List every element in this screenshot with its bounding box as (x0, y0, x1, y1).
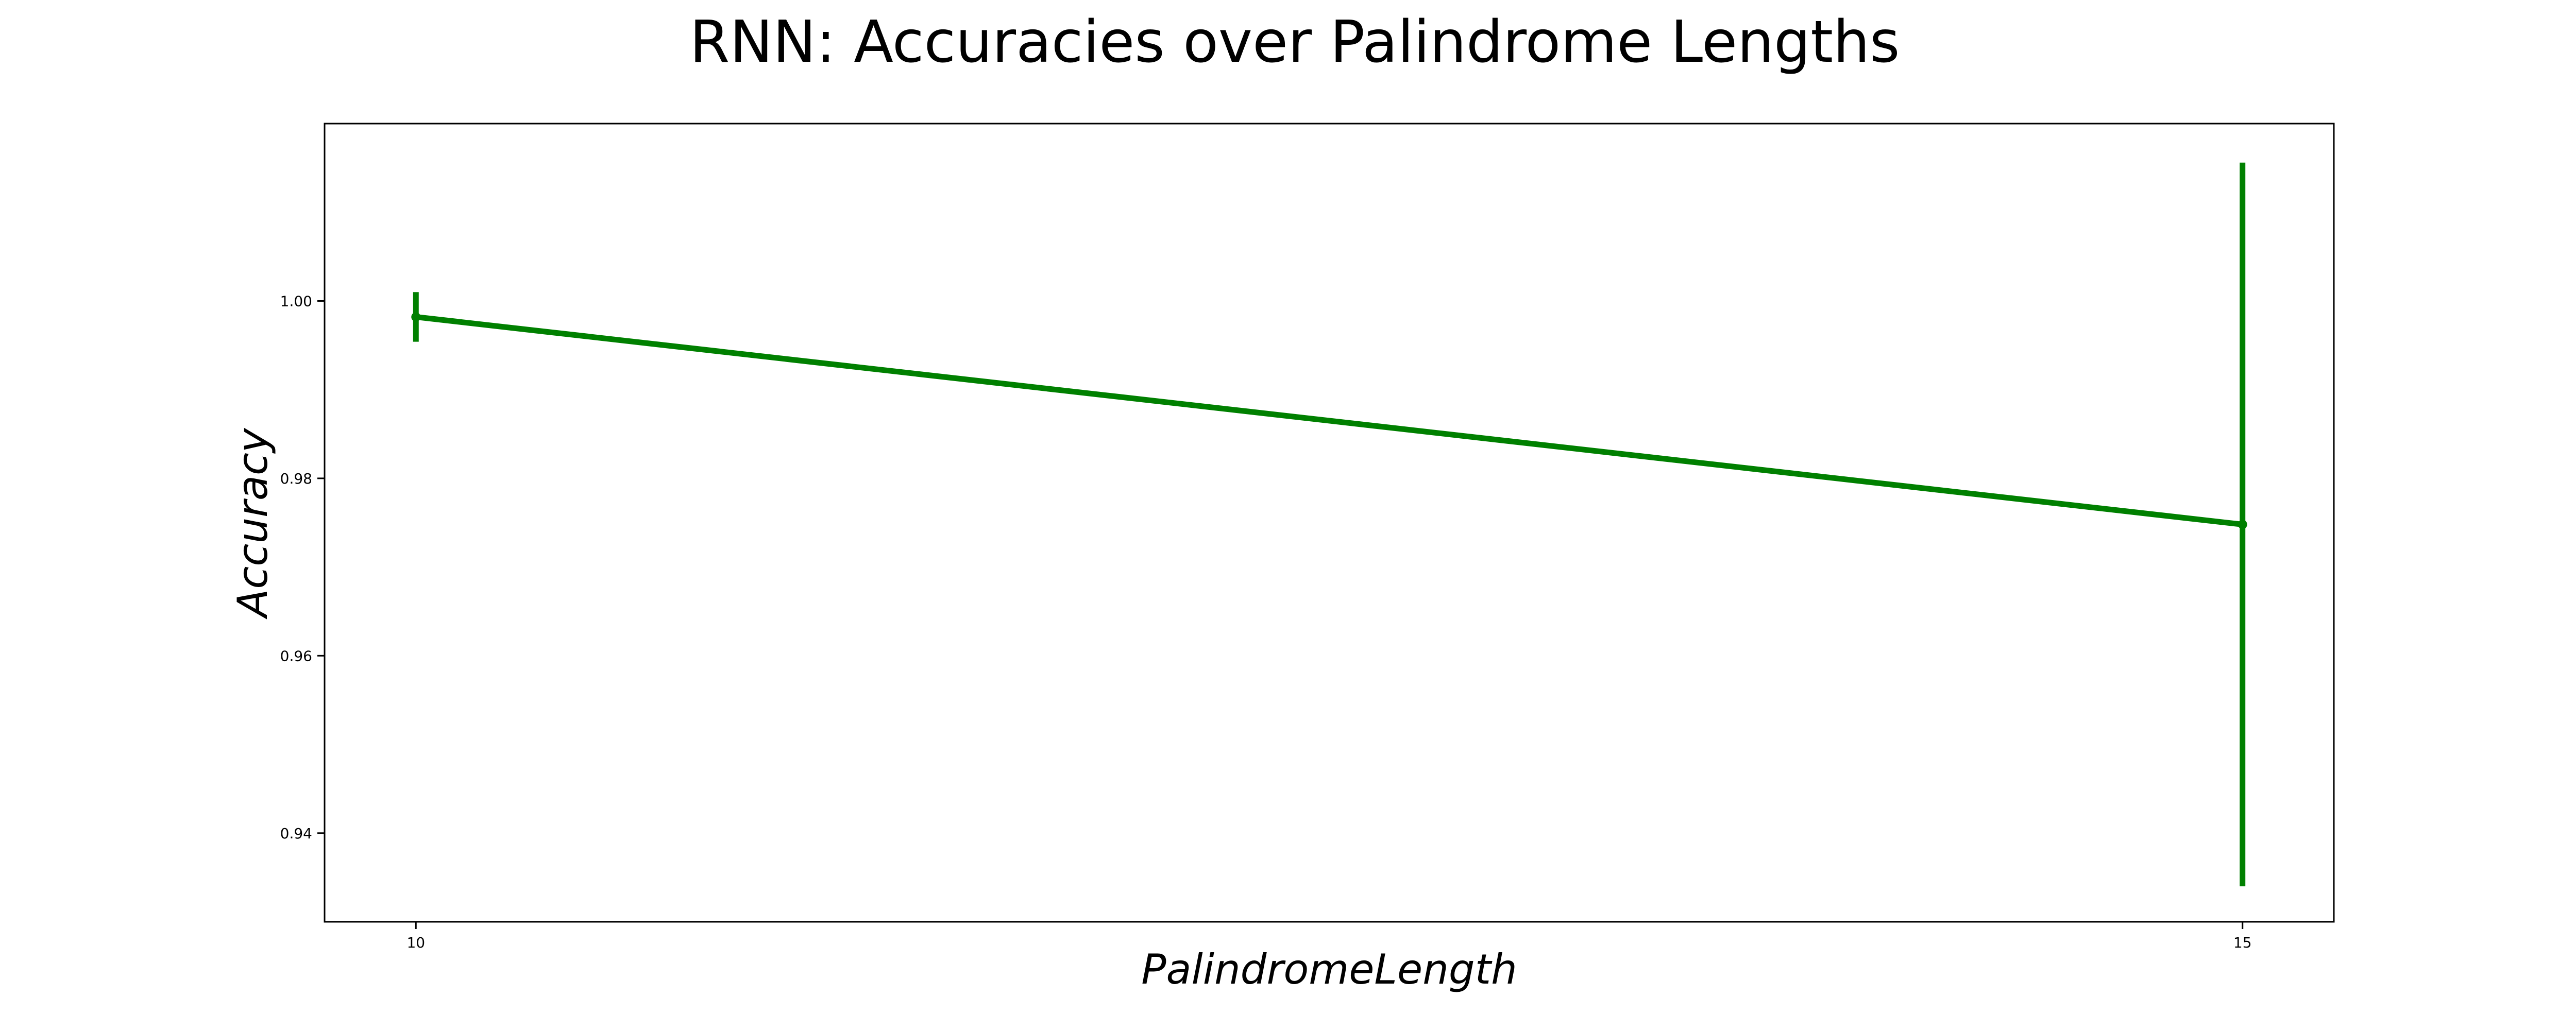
plot-area-frame (324, 123, 2335, 923)
y-axis-label: Accuracy (229, 427, 277, 620)
x-tick-label: 10 (406, 934, 425, 951)
y-tick-label: 0.96 (280, 647, 312, 664)
y-tick-label: 0.94 (280, 825, 312, 842)
series-line (415, 314, 2243, 527)
x-axis-label: PalindromeLength (1141, 945, 1517, 993)
data-point (411, 312, 421, 322)
y-axis: 0.94 0.96 0.98 1.00 (280, 293, 325, 842)
chart-title: RNN: Accuracies over Palindrome Lengths (690, 9, 1900, 76)
x-axis: 10 15 (406, 922, 2252, 951)
y-tick-label: 1.00 (280, 293, 312, 309)
y-tick-label: 0.98 (280, 470, 312, 487)
series-layer (411, 162, 2247, 887)
data-point (2238, 520, 2247, 529)
x-tick-label: 15 (2233, 934, 2252, 951)
